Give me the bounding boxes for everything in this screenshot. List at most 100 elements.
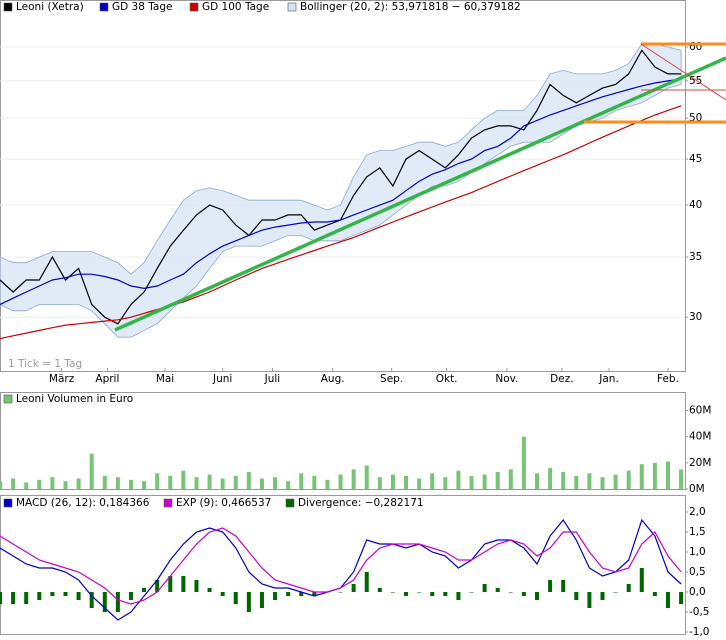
x-tick-label: Feb.	[657, 373, 679, 385]
bar	[312, 592, 317, 596]
x-tick-label: Mai	[156, 373, 174, 385]
bar	[233, 475, 238, 489]
bar	[37, 592, 42, 600]
bar	[259, 592, 264, 608]
bar	[377, 477, 382, 489]
bar	[508, 469, 513, 489]
legend-label: GD 38 Tage	[112, 1, 173, 13]
bar	[286, 481, 291, 489]
bar	[574, 475, 579, 489]
bar	[0, 592, 2, 604]
bar	[561, 580, 566, 592]
bar	[430, 473, 435, 489]
bar	[456, 470, 461, 489]
bar	[417, 478, 422, 489]
bar	[351, 469, 356, 489]
y-tick-label: 0,0	[689, 586, 706, 598]
y-tick-label: 45	[689, 153, 702, 165]
bar	[443, 592, 448, 596]
y-tick-label: 40M	[689, 431, 711, 443]
bar	[299, 473, 304, 489]
legend-swatch	[189, 2, 199, 12]
y-tick-label: 2,0	[689, 506, 706, 518]
y-tick-label: -0,5	[689, 606, 710, 618]
series-line	[0, 105, 682, 340]
bar	[404, 592, 409, 596]
bar	[128, 592, 133, 600]
bar	[142, 481, 147, 489]
bar	[600, 592, 605, 600]
bollinger-band	[0, 43, 682, 338]
bar	[194, 580, 199, 592]
bar	[613, 592, 618, 593]
bar	[102, 592, 107, 612]
bar	[482, 474, 487, 489]
bar	[63, 592, 68, 596]
x-tick-label: März	[49, 373, 75, 385]
bar	[508, 592, 513, 593]
bar	[613, 474, 618, 489]
legend-label: Leoni (Xetra)	[16, 1, 84, 13]
legend-swatch	[3, 2, 13, 12]
bar	[246, 472, 251, 489]
bar	[128, 479, 133, 489]
bar	[259, 478, 264, 489]
bar	[574, 592, 579, 600]
bar	[443, 477, 448, 489]
bar	[0, 481, 2, 489]
bar	[299, 592, 304, 596]
bar	[181, 470, 186, 489]
bar	[273, 477, 278, 489]
bar	[652, 462, 657, 489]
channel-line	[640, 43, 726, 101]
bar	[548, 580, 553, 592]
bar	[115, 477, 120, 489]
bar	[639, 464, 644, 489]
bar	[469, 475, 474, 489]
bar	[168, 576, 173, 592]
bar	[587, 592, 592, 608]
y-tick-label: 35	[689, 251, 702, 263]
bar	[37, 479, 42, 489]
legend-swatch	[163, 498, 173, 508]
price-frame	[0, 0, 686, 372]
y-tick-label: 1,5	[689, 526, 706, 538]
bar	[679, 592, 684, 604]
y-tick-label: 30	[689, 311, 702, 323]
bar	[456, 592, 461, 600]
y-tick-label: 20M	[689, 457, 711, 469]
bar	[469, 592, 474, 593]
x-tick-label: Juni	[212, 373, 232, 385]
x-tick-label: April	[95, 373, 119, 385]
bar	[155, 580, 160, 592]
bar	[76, 592, 81, 600]
bar	[377, 588, 382, 592]
bar	[534, 473, 539, 489]
x-tick-label: Sep.	[380, 373, 403, 385]
bar	[364, 465, 369, 489]
bar	[89, 592, 94, 608]
bar	[24, 482, 29, 489]
x-tick-label: Jan.	[598, 373, 619, 385]
bar	[351, 584, 356, 592]
bar	[417, 592, 422, 593]
legend-label: Divergence: −0,282171	[298, 497, 424, 509]
bar	[168, 475, 173, 489]
bar	[273, 592, 278, 600]
bar	[338, 592, 343, 593]
series-line	[0, 527, 682, 605]
bar	[430, 592, 435, 596]
bar	[76, 478, 81, 489]
note: 1 Tick = 1 Tag	[8, 358, 82, 370]
bar	[626, 470, 631, 489]
bar	[233, 592, 238, 604]
x-tick-label: Nov.	[495, 373, 518, 385]
bar	[142, 588, 147, 592]
x-tick-label: Okt.	[436, 373, 458, 385]
bar	[115, 592, 120, 612]
bar	[207, 474, 212, 489]
bar	[534, 592, 539, 600]
bar	[495, 472, 500, 489]
